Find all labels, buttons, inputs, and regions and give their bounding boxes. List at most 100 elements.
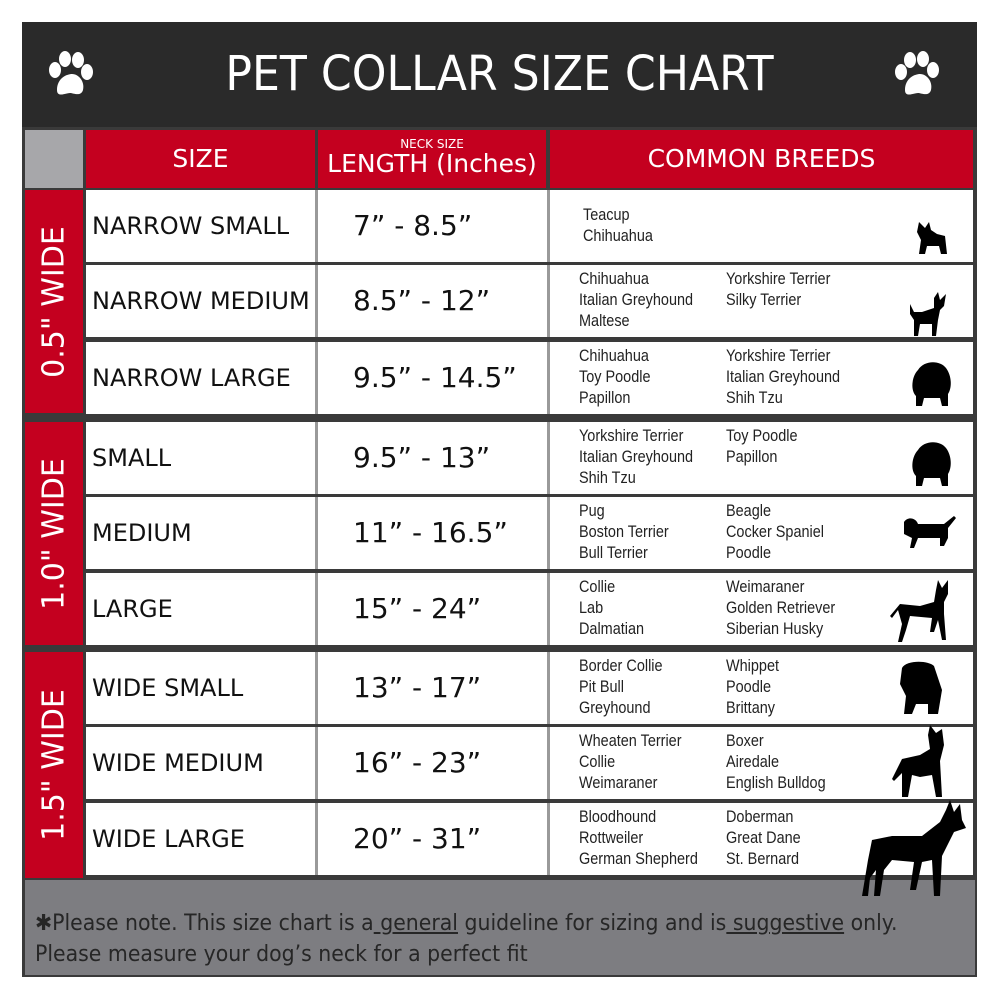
length-cell: 7” - 8.5” bbox=[353, 209, 473, 242]
column-divider bbox=[315, 497, 318, 569]
breeds-col1: Pug Boston Terrier Bull Terrier bbox=[579, 500, 669, 563]
breed-name: Maltese bbox=[579, 311, 630, 330]
breed-name: Rottweiler bbox=[579, 828, 644, 847]
breeds-col1: Wheaten Terrier Collie Weimaraner bbox=[579, 730, 682, 793]
length-cell: 11” - 16.5” bbox=[353, 516, 508, 549]
header-corner bbox=[25, 130, 83, 188]
table-row: MEDIUM 11” - 16.5” Pug Boston Terrier Bull T… bbox=[86, 497, 973, 569]
size-cell: NARROW MEDIUM bbox=[92, 287, 310, 315]
footer-note: ✱Please note. This size chart is a gener… bbox=[25, 880, 975, 975]
title-bar: PET COLLAR SIZE CHART bbox=[22, 22, 977, 127]
table-row: LARGE 15” - 24” Collie Lab Dalmatian Weimaran… bbox=[86, 573, 973, 645]
column-divider bbox=[547, 190, 550, 262]
note-suggestive: suggestive bbox=[726, 911, 845, 936]
breed-name: Chihuahua bbox=[579, 346, 649, 365]
length-cell: 20” - 31” bbox=[353, 822, 482, 855]
group-label-text: 1.5" WIDE bbox=[36, 689, 72, 841]
breed-name: Shih Tzu bbox=[726, 388, 783, 407]
breeds-col2: Yorkshire Terrier Italian Greyhound Shih T… bbox=[726, 345, 840, 408]
breed-name: Silky Terrier bbox=[726, 290, 802, 309]
breed-name: Weimaraner bbox=[579, 773, 658, 792]
table-row: NARROW MEDIUM 8.5” - 12” Chihuahua Italian … bbox=[86, 265, 973, 337]
breed-name: Toy Poodle bbox=[579, 367, 651, 386]
breeds-col1: Collie Lab Dalmatian bbox=[579, 576, 644, 639]
column-divider bbox=[315, 265, 318, 337]
breed-name: Yorkshire Terrier bbox=[579, 426, 684, 445]
group-label-text: 1.0" WIDE bbox=[36, 457, 72, 610]
column-divider bbox=[315, 573, 318, 645]
yorkie-icon bbox=[915, 218, 949, 258]
column-divider bbox=[315, 803, 318, 875]
breed-name: Boston Terrier bbox=[579, 522, 669, 541]
column-divider bbox=[315, 652, 318, 724]
length-label: LENGTH (Inches) bbox=[327, 149, 537, 178]
bulldog-icon bbox=[898, 660, 944, 720]
size-cell: WIDE SMALL bbox=[92, 674, 244, 702]
breeds-col2: Doberman Great Dane St. Bernard bbox=[726, 806, 801, 869]
breeds-col2: Weimaraner Golden Retriever Siberian Husky bbox=[726, 576, 835, 639]
breed-name: Italian Greyhound bbox=[726, 367, 841, 386]
size-cell: WIDE LARGE bbox=[92, 825, 245, 853]
breed-name: Brittany bbox=[726, 698, 775, 717]
breed-name: Bloodhound bbox=[579, 807, 657, 826]
size-cell: NARROW LARGE bbox=[92, 364, 291, 392]
breed-name: Greyhound bbox=[579, 698, 651, 717]
note-text: ✱Please note. This size chart is a bbox=[35, 911, 374, 936]
table-row: WIDE LARGE 20” - 31” Bloodhound Rottweiler G… bbox=[86, 803, 973, 875]
note-text: only. bbox=[844, 911, 898, 936]
note-text: guideline for sizing and is bbox=[457, 911, 727, 936]
breed-name: Siberian Husky bbox=[726, 619, 824, 638]
pitbull-icon bbox=[890, 725, 946, 803]
breed-name: Lab bbox=[579, 598, 604, 617]
size-cell: LARGE bbox=[92, 595, 173, 623]
breeds-col1: Teacup Chihuahua bbox=[583, 204, 653, 246]
breed-name: Dalmatian bbox=[579, 619, 645, 638]
breed-name: English Bulldog bbox=[726, 773, 826, 792]
neck-size-label: NECK SIZE bbox=[400, 137, 464, 151]
breeds-col2: Beagle Cocker Spaniel Poodle bbox=[726, 500, 824, 563]
breed-name: Beagle bbox=[726, 501, 771, 520]
breeds-col2: Whippet Poodle Brittany bbox=[726, 655, 779, 718]
column-divider bbox=[547, 497, 550, 569]
breed-name: Border Collie bbox=[579, 656, 663, 675]
breeds-col1: Bloodhound Rottweiler German Shepherd bbox=[579, 806, 698, 869]
length-cell: 13” - 17” bbox=[353, 671, 482, 704]
breed-name: Yorkshire Terrier bbox=[726, 346, 831, 365]
breed-name: Poodle bbox=[726, 677, 771, 696]
size-header-label: SIZE bbox=[172, 144, 229, 173]
breed-name: Airedale bbox=[726, 752, 780, 771]
breed-name: Whippet bbox=[726, 656, 780, 675]
table-row: NARROW SMALL 7” - 8.5” Teacup Chihuahua bbox=[86, 190, 973, 262]
group-label-text: 0.5" WIDE bbox=[36, 225, 72, 378]
breed-name: St. Bernard bbox=[726, 849, 800, 868]
breed-name: Collie bbox=[579, 577, 616, 596]
breed-name: Chihuahua bbox=[583, 226, 653, 245]
size-column-header: SIZE bbox=[86, 130, 315, 188]
length-cell: 16” - 23” bbox=[353, 746, 482, 779]
dachshund-icon bbox=[900, 512, 960, 556]
breed-name: Papillon bbox=[726, 447, 778, 466]
breed-name: German Shepherd bbox=[579, 849, 698, 868]
column-divider bbox=[547, 342, 550, 414]
breed-name: Cocker Spaniel bbox=[726, 522, 824, 541]
breed-name: Yorkshire Terrier bbox=[726, 269, 831, 288]
size-cell: MEDIUM bbox=[92, 519, 192, 547]
column-divider bbox=[315, 422, 318, 494]
column-divider bbox=[547, 422, 550, 494]
breed-name: Shih Tzu bbox=[579, 468, 636, 487]
length-cell: 15” - 24” bbox=[353, 592, 482, 625]
column-divider bbox=[315, 727, 318, 799]
size-cell: NARROW SMALL bbox=[92, 212, 290, 240]
breeds-col2: Yorkshire Terrier Silky Terrier bbox=[726, 268, 830, 310]
breeds-col2: Toy Poodle Papillon bbox=[726, 425, 798, 467]
column-divider bbox=[547, 573, 550, 645]
table-row: SMALL 9.5” - 13” Yorkshire Terrier Italian … bbox=[86, 422, 973, 494]
group-label-narrow: 0.5" WIDE bbox=[25, 190, 83, 413]
shepherd-icon bbox=[890, 578, 954, 648]
breeds-column-header: COMMON BREEDS bbox=[550, 130, 973, 188]
breed-name: Italian Greyhound bbox=[579, 290, 694, 309]
breed-name: Wheaten Terrier bbox=[579, 731, 682, 750]
size-cell: SMALL bbox=[92, 444, 172, 472]
breed-name: Boxer bbox=[726, 731, 764, 750]
column-divider bbox=[315, 190, 318, 262]
